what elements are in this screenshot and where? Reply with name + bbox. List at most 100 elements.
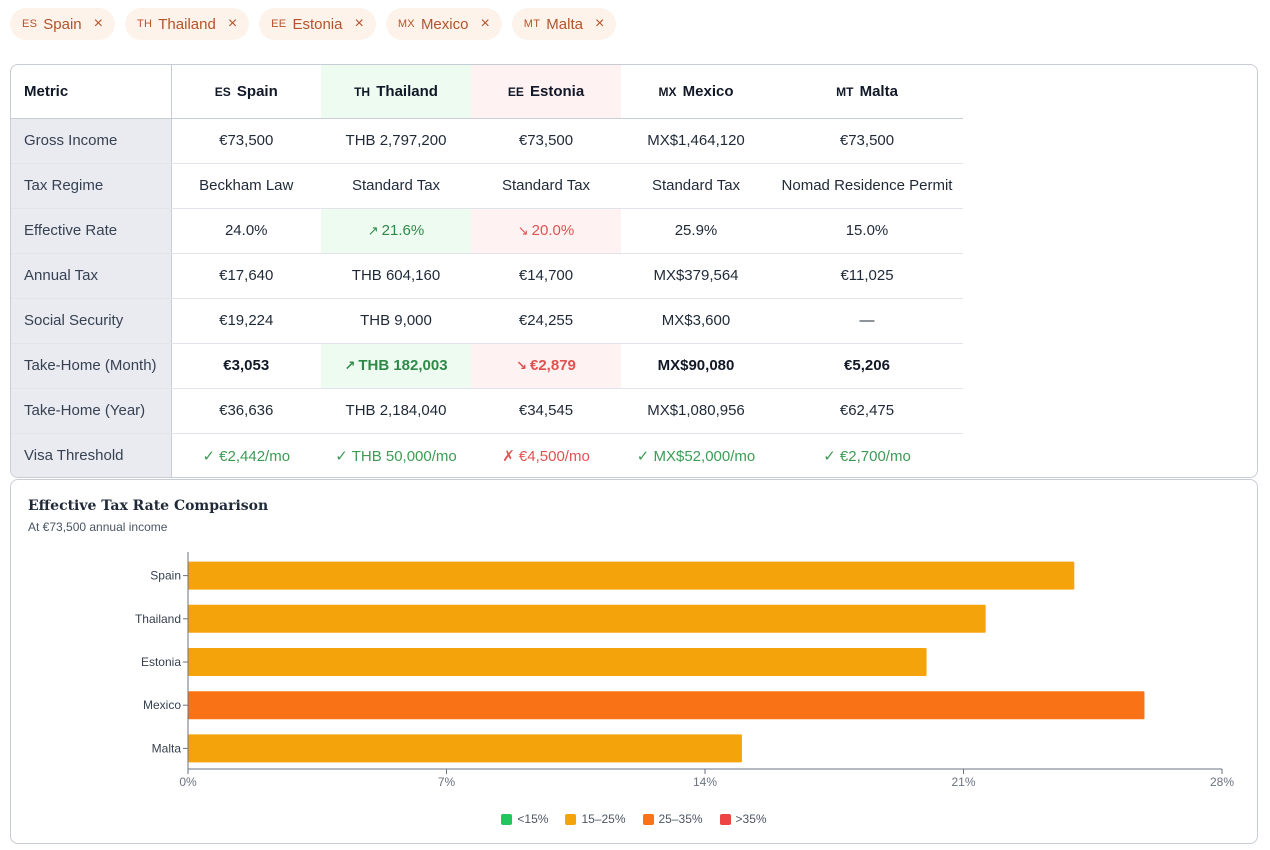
table-row-visa-threshold: Visa Threshold ✓ €2,442/mo ✓ THB 50,000/… [11,433,963,477]
y-tick-label: Thailand [135,612,181,626]
x-tick-label: 0% [179,775,197,789]
trend-up-icon: ↗ [344,358,356,373]
table-cell: €73,500 [471,118,621,164]
country-code: MX [397,18,415,30]
legend-item: 15–25% [565,812,626,826]
cell-value: 20.0% [531,222,575,239]
remove-icon[interactable]: × [480,15,490,32]
visa-status-cell: ✓ €2,442/mo [202,447,291,465]
visa-status-cell: ✓ THB 50,000/mo [335,447,457,465]
table-cell: Standard Tax [471,163,621,209]
table-row-take-home-year: Take-Home (Year) €36,636 THB 2,184,040 €… [11,388,963,434]
trend-down-icon: ↘ [517,223,529,238]
bar-mexico [188,691,1145,720]
chart-legend: <15% 15–25% 25–35% >35% [11,812,1257,826]
country-code: EE [507,84,524,99]
table-cell: €5,206 [771,343,963,389]
table-cell: THB 9,000 [321,298,471,344]
cell-value: €2,879 [530,357,576,374]
legend-swatch [501,813,513,825]
table-row-social-security: Social Security €19,224 THB 9,000 €24,25… [11,298,963,344]
chip-estonia[interactable]: EE Estonia × [259,8,376,40]
table-cell: MX$1,464,120 [621,118,771,164]
table-cell: €17,640 [171,253,321,299]
remove-icon[interactable]: × [354,15,364,32]
column-header-estonia: EE Estonia [471,65,621,119]
chip-label: Malta [546,15,583,33]
table-cell: €24,255 [471,298,621,344]
legend-swatch [719,813,731,825]
legend-item: >35% [719,812,767,826]
bar-estonia [188,648,927,676]
cell-value: 21.6% [381,222,425,239]
table-cell-worst: ↘ €2,879 [471,343,621,389]
chip-spain[interactable]: ES Spain × [10,8,115,40]
legend-label: <15% [517,812,549,826]
chip-thailand[interactable]: TH Thailand × [125,8,250,40]
column-header-spain: ES Spain [171,65,321,119]
row-label: Take-Home (Year) [11,388,172,434]
country-code: TH [137,18,153,30]
metric-header: Metric [11,65,172,119]
row-label: Annual Tax [11,253,172,299]
country-code: EE [271,18,287,30]
table-cell: €62,475 [771,388,963,434]
table-cell: €73,500 [771,118,963,164]
table-row-gross-income: Gross Income €73,500 THB 2,797,200 €73,5… [11,118,963,164]
table-cell: €3,053 [171,343,321,389]
country-name: Estonia [530,82,585,100]
table-cell: THB 2,184,040 [321,388,471,434]
table-cell-best: ↗ 21.6% [321,208,471,254]
country-code: TH [354,84,371,99]
cell-value: THB 182,003 [358,357,448,374]
country-code: ES [214,84,231,99]
bar-spain [188,561,1075,590]
table-row-take-home-month: Take-Home (Month) €3,053 ↗ THB 182,003 ↘ €… [11,343,963,389]
table-cell: 15.0% [771,208,963,254]
chip-mexico[interactable]: MX Mexico × [385,8,502,40]
country-code: MX [658,84,677,99]
column-header-mexico: MX Mexico [621,65,771,119]
remove-icon[interactable]: × [93,15,103,32]
y-tick-label: Spain [150,569,181,583]
remove-icon[interactable]: × [594,15,605,32]
country-chip-bar: ES Spain × TH Thailand × EE Estonia × MX… [10,8,617,40]
visa-status-cell: ✓ €2,700/mo [823,447,911,465]
table-cell: Nomad Residence Permit [771,163,963,209]
x-tick-label: 21% [951,775,975,789]
visa-status-cell: ✗ €4,500/mo [502,447,590,465]
table-cell: €19,224 [171,298,321,344]
country-name: Malta [859,82,898,100]
legend-swatch [565,813,577,825]
y-tick-label: Mexico [143,698,181,712]
bar-malta [188,734,742,763]
chip-malta[interactable]: MT Malta × [511,8,617,40]
table-cell: Beckham Law [171,163,321,209]
legend-label: 25–35% [658,812,703,826]
x-tick-label: 14% [693,775,717,789]
column-header-thailand: TH Thailand [321,65,471,119]
table-cell: MX$379,564 [621,253,771,299]
country-code: MT [836,84,854,99]
table-cell: €34,545 [471,388,621,434]
table-row-annual-tax: Annual Tax €17,640 THB 604,160 €14,700 M… [11,253,963,299]
table-cell: €14,700 [471,253,621,299]
table-cell: THB 2,797,200 [321,118,471,164]
country-name: Mexico [682,82,734,100]
table-cell: €11,025 [771,253,963,299]
row-label: Effective Rate [11,208,172,254]
legend-swatch [642,813,654,825]
table-cell: 24.0% [171,208,321,254]
table-row-tax-regime: Tax Regime Beckham Law Standard Tax Stan… [11,163,963,209]
table-cell: Standard Tax [621,163,771,209]
y-tick-label: Estonia [141,655,181,669]
table-cell: THB 604,160 [321,253,471,299]
comparison-table-card: Metric ES Spain TH Thailand EE Estonia M… [10,64,1258,478]
trend-up-icon: ↗ [367,223,379,238]
country-code: MT [523,18,541,30]
table-cell: Standard Tax [321,163,471,209]
row-label: Visa Threshold [11,433,172,477]
chip-label: Mexico [420,15,469,33]
remove-icon[interactable]: × [227,15,238,32]
table-cell: 25.9% [621,208,771,254]
